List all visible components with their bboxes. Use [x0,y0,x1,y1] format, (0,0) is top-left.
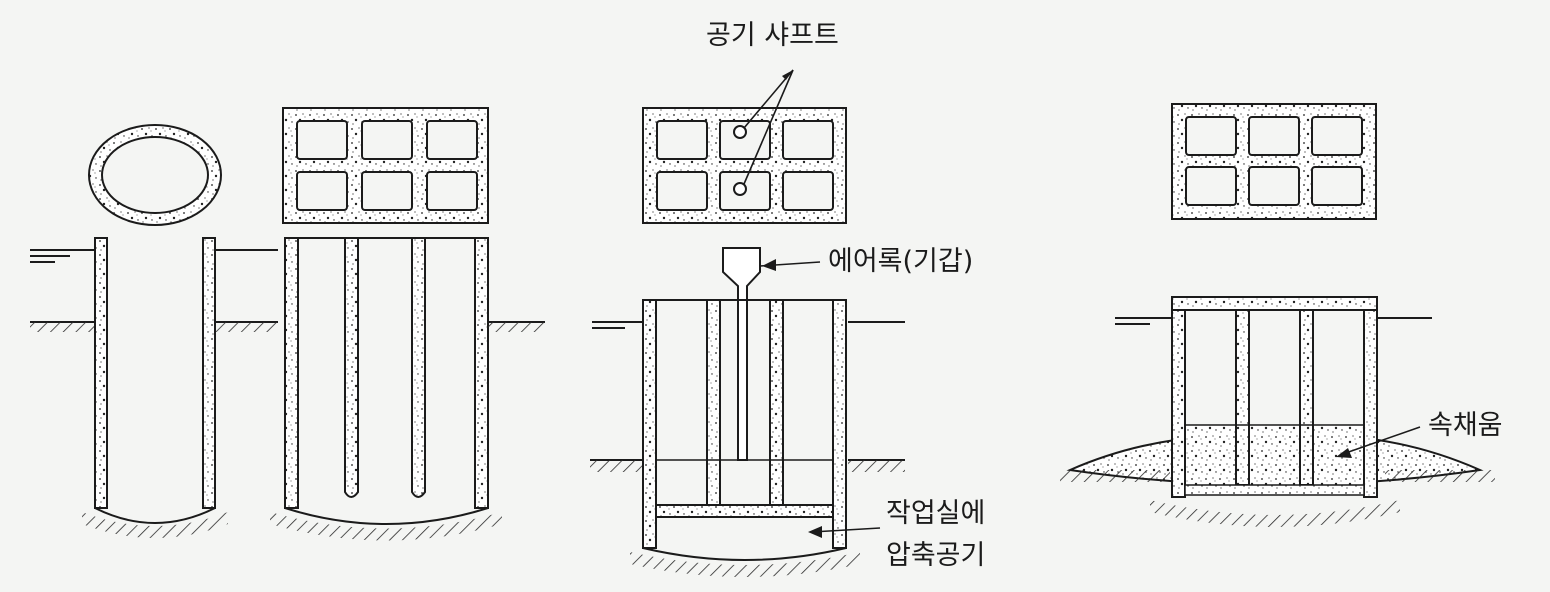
work-chamber-label-line1: 작업실에 [886,498,985,529]
work-chamber-label-line2: 압축공기 [886,540,985,571]
working-chamber-roof [655,504,834,518]
air-shaft-label: 공기 샤프트 [706,20,839,51]
air-lock-label: 에어록(기갑) [828,246,973,277]
caisson-wall-right [202,237,216,509]
stage-4-filled-caisson [1060,103,1495,527]
stage-2-cellular-caisson [270,107,545,541]
air-shaft-mark-top [733,125,747,139]
air-shaft-mark-bottom [733,182,747,196]
stage-3-pneumatic-caisson [590,69,905,577]
air-lock [722,247,761,461]
caisson-wall-left [94,237,108,509]
infill-concrete [1186,425,1366,485]
water-level-1 [30,249,278,263]
stage-1-circular-caisson [30,124,278,538]
infill-label: 속채움 [1428,410,1503,441]
